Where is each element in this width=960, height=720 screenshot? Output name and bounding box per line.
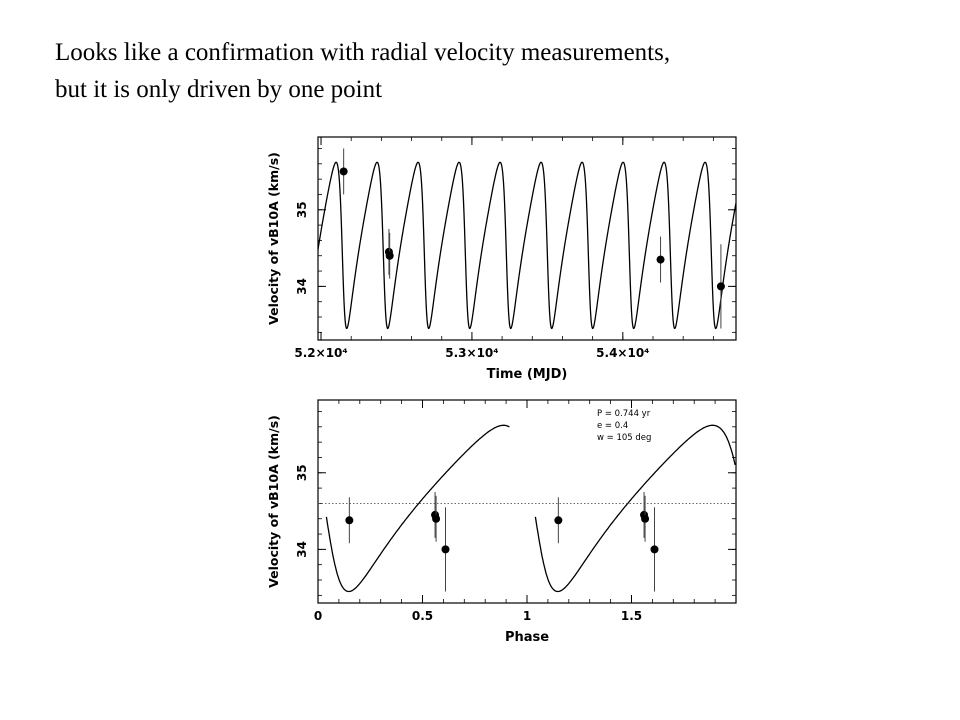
y-axis-label: Velocity of vB10A (km/s) xyxy=(266,415,281,588)
x-axis-label: Time (MJD) xyxy=(487,367,568,382)
data-point xyxy=(650,545,659,554)
y-tick-label: 35 xyxy=(295,201,309,218)
slide-title: Looks like a confirmation with radial ve… xyxy=(55,34,935,108)
x-axis-label: Phase xyxy=(505,630,549,645)
orbit-parameter-label: e = 0.4 xyxy=(597,421,628,431)
x-tick-label: 1.5 xyxy=(621,609,642,623)
data-point xyxy=(554,516,563,525)
y-tick-label: 34 xyxy=(295,278,309,295)
rv-phase-curve-1 xyxy=(325,424,510,593)
title-line-1: Looks like a confirmation with radial ve… xyxy=(55,39,671,66)
data-point xyxy=(339,167,348,176)
rv-model-curve xyxy=(318,161,736,330)
x-tick-label: 5.2×10⁴ xyxy=(294,346,347,360)
orbit-parameter-label: w = 105 deg xyxy=(597,433,651,443)
x-tick-label: 1 xyxy=(523,609,531,623)
data-point xyxy=(656,255,665,264)
y-tick-label: 34 xyxy=(295,541,309,558)
x-tick-label: 0 xyxy=(314,609,322,623)
title-line-2: but it is only driven by one point xyxy=(55,76,383,103)
y-axis-label: Velocity of vB10A (km/s) xyxy=(266,152,281,325)
plot-frame-2 xyxy=(317,399,737,604)
x-tick-label: 0.5 xyxy=(412,609,433,623)
data-point xyxy=(432,514,441,523)
data-point xyxy=(716,282,725,291)
data-point xyxy=(641,514,650,523)
data-point xyxy=(441,545,450,554)
orbit-parameter-label: P = 0.744 yr xyxy=(597,409,651,419)
x-tick-label: 5.3×10⁴ xyxy=(445,346,498,360)
x-tick-label: 5.4×10⁴ xyxy=(596,346,649,360)
plot-frame-1 xyxy=(317,136,737,341)
data-point xyxy=(345,516,354,525)
rv-phase-curve-2 xyxy=(534,424,736,593)
data-point xyxy=(385,251,394,260)
y-tick-label: 35 xyxy=(295,464,309,481)
